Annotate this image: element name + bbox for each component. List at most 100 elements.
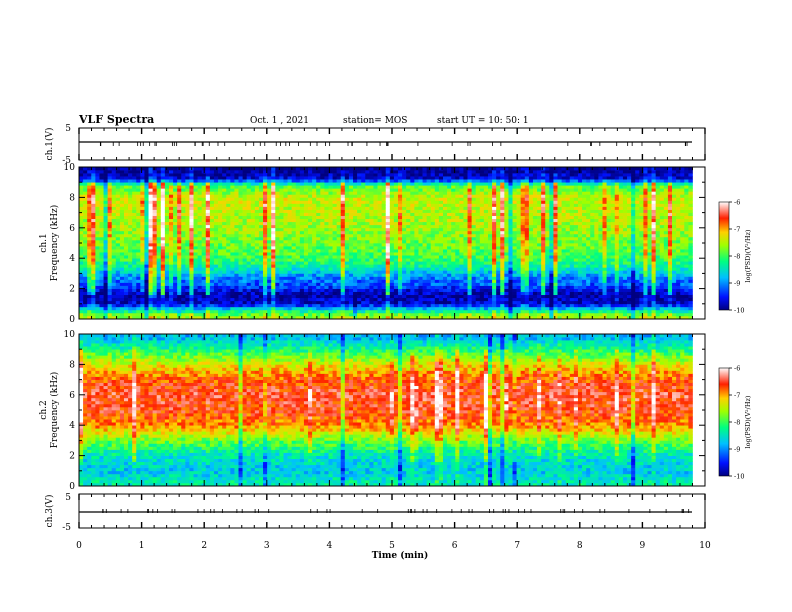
spectrogram-cell: [328, 297, 333, 302]
spectrogram-cell: [295, 233, 301, 238]
spectrogram-cell: [299, 264, 305, 268]
spectrogram-cell: [115, 267, 121, 271]
spectrogram-cell: [173, 261, 178, 265]
spectrogram-cell: [308, 167, 313, 171]
spectrogram-cell: [226, 303, 231, 308]
spectrogram-cell: [463, 315, 468, 319]
spectrogram-cell: [299, 306, 305, 311]
spectrogram-cell: [222, 306, 227, 311]
spectrogram-cell: [299, 288, 305, 292]
spectrogram-cell: [152, 279, 158, 283]
spectrogram-cell: [291, 291, 297, 296]
spectrogram-cell: [467, 306, 472, 311]
spectrogram-cell: [234, 173, 239, 177]
spectrogram-cell: [148, 197, 153, 201]
spectrogram-cell: [222, 297, 227, 302]
spectrogram-cell: [128, 291, 133, 296]
spectrogram-cell: [267, 218, 272, 223]
spectrogram-cell: [103, 312, 108, 317]
spectrogram-cell: [87, 306, 92, 311]
spectrogram-cell: [111, 212, 117, 216]
spectrogram-cell: [185, 273, 190, 277]
spectrogram-cell: [455, 212, 460, 216]
spectrogram-cell: [418, 309, 423, 314]
spectrogram-cell: [213, 218, 219, 223]
spectrogram-cell: [87, 243, 92, 247]
spectrogram-cell: [189, 224, 194, 229]
spectrogram-cell: [467, 255, 472, 259]
spectrogram-cell: [173, 212, 178, 216]
spectrogram-cell: [250, 239, 256, 244]
spectrogram-cell: [398, 252, 403, 256]
spectrogram-cell: [218, 258, 223, 262]
spectrogram-cell: [132, 243, 137, 247]
spectrogram-cell: [381, 179, 387, 183]
spectrogram-cell: [336, 303, 342, 308]
spectrogram-cell: [173, 167, 178, 171]
spectrogram-cell: [434, 188, 440, 192]
spectrogram-cell: [402, 206, 407, 210]
spectrogram-cell: [185, 243, 190, 247]
spectrogram-cell: [83, 273, 88, 277]
spectrogram-cell: [295, 179, 301, 183]
spectrogram-cell: [365, 279, 370, 283]
spectrogram-cell: [201, 282, 207, 286]
spectrogram-cell: [254, 221, 260, 226]
spectrogram-cell: [402, 215, 407, 220]
spectrogram-cell: [303, 264, 309, 268]
spectrogram-cell: [254, 258, 260, 262]
spectrogram-cell: [267, 276, 272, 280]
spectrogram-cell: [332, 252, 338, 256]
spectrogram-cell: [263, 218, 268, 223]
spectrogram-cell: [258, 252, 264, 256]
spectrogram-cell: [348, 312, 354, 317]
spectrogram-cell: [193, 173, 198, 177]
spectrogram-cell: [467, 227, 472, 232]
spectrogram-cell: [426, 249, 432, 253]
spectrogram-cell: [263, 255, 268, 259]
spectrogram-cell: [197, 309, 203, 314]
spectrogram-cell: [308, 306, 313, 311]
spectrogram-cell: [455, 197, 460, 201]
spectrogram-cell: [381, 230, 387, 235]
spectrogram-cell: [332, 255, 338, 259]
spectrogram-cell: [422, 230, 427, 235]
spectrogram-cell: [242, 252, 248, 256]
spectrogram-cell: [250, 194, 256, 198]
spectrogram-cell: [238, 309, 243, 314]
spectrogram-cell: [279, 285, 284, 289]
spectrogram-cell: [287, 291, 293, 296]
spectrogram-cell: [426, 167, 432, 171]
spectrogram-cell: [377, 279, 382, 283]
spectrogram-cell: [79, 255, 84, 259]
spectrogram-cell: [119, 167, 125, 171]
spectrogram-cell: [283, 303, 288, 308]
spectrogram-cell: [189, 267, 194, 271]
spectrogram-cell: [451, 173, 456, 177]
spectrogram-cell: [250, 255, 256, 259]
spectrogram-cell: [328, 215, 333, 220]
spectrogram-cell: [295, 258, 301, 262]
spectrogram-cell: [320, 239, 325, 244]
spectrogram-cell: [111, 197, 117, 201]
spectrogram-cell: [230, 255, 235, 259]
spectrogram-cell: [340, 197, 346, 201]
spectrogram-cell: [213, 246, 219, 250]
spectrogram-cell: [156, 233, 162, 238]
spectrogram-cell: [443, 191, 448, 195]
spectrogram-cell: [312, 255, 317, 259]
spectrogram-cell: [242, 291, 248, 296]
spectrogram-cell: [168, 236, 174, 241]
spectrogram-cell: [430, 236, 436, 241]
spectrogram-cell: [160, 215, 166, 220]
spectrogram-cell: [185, 224, 190, 229]
spectrogram-cell: [218, 255, 223, 259]
spectrogram-cell: [467, 312, 472, 317]
spectrogram-cell: [160, 255, 166, 259]
spectrogram-cell: [308, 179, 313, 183]
spectrogram-cell: [111, 239, 117, 244]
spectrogram-cell: [414, 224, 419, 229]
spectrogram-cell: [230, 249, 235, 253]
spectrogram-cell: [79, 173, 84, 177]
spectrogram-cell: [385, 279, 391, 283]
